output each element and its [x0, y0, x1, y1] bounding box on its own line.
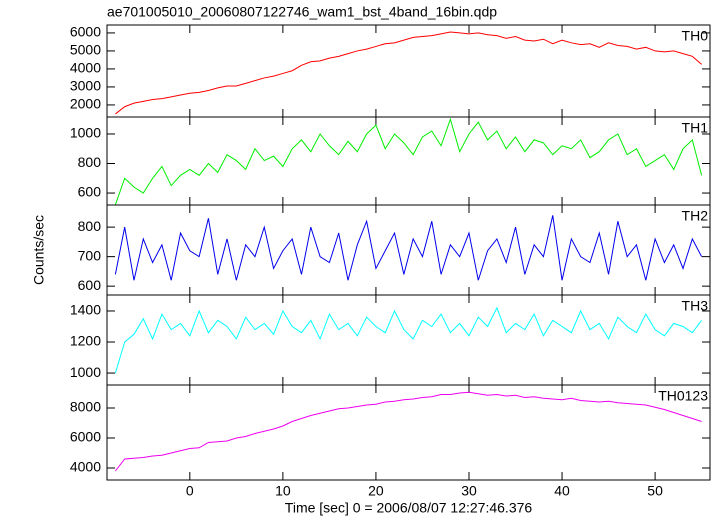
y-tick-label: 6000 [70, 429, 101, 445]
y-tick-label: 5000 [70, 42, 101, 58]
x-tick-label: 40 [554, 483, 570, 499]
data-line [114, 215, 703, 281]
chart-title: ae701005010_20060807122746_wam1_bst_4ban… [107, 4, 497, 20]
x-tick-label: 20 [368, 483, 384, 499]
y-tick-label: 4000 [70, 459, 101, 475]
y-axis-label: Counts/sec [31, 215, 47, 285]
y-tick-label: 2000 [70, 96, 101, 112]
panel-frame [106, 116, 711, 206]
y-tick-label: 1000 [70, 364, 101, 380]
y-tick-label: 3000 [70, 78, 101, 94]
data-line [114, 306, 703, 374]
y-tick-label: 6000 [70, 24, 101, 40]
y-tick-label: 4000 [70, 60, 101, 76]
data-line [114, 391, 702, 472]
y-tick-label: 600 [78, 184, 102, 200]
y-tick-label: 700 [78, 247, 102, 263]
x-axis-label: Time [sec] 0 = 2006/08/07 12:27:46.376 [285, 500, 533, 516]
panel-frame [106, 294, 711, 386]
panel-frame [106, 384, 711, 481]
data-line [115, 31, 702, 115]
y-tick-label: 1400 [70, 302, 101, 318]
y-tick-label: 800 [78, 154, 102, 170]
y-tick-label: 600 [78, 277, 102, 293]
y-tick-label: 1200 [70, 333, 101, 349]
y-tick-label: 1000 [70, 125, 101, 141]
y-tick-label: 800 [78, 218, 102, 234]
panel-frame [106, 204, 711, 296]
series-label: TH3 [682, 298, 709, 314]
x-tick-label: 30 [461, 483, 477, 499]
x-tick-label: 0 [186, 483, 194, 499]
x-tick-label: 10 [275, 483, 291, 499]
series-label: TH2 [682, 208, 709, 224]
series-label: TH1 [682, 120, 709, 136]
series-label: TH0 [682, 28, 709, 44]
x-tick-label: 50 [647, 483, 663, 499]
series-label: TH0123 [658, 388, 708, 404]
data-line [114, 117, 703, 206]
y-tick-label: 8000 [70, 399, 101, 415]
